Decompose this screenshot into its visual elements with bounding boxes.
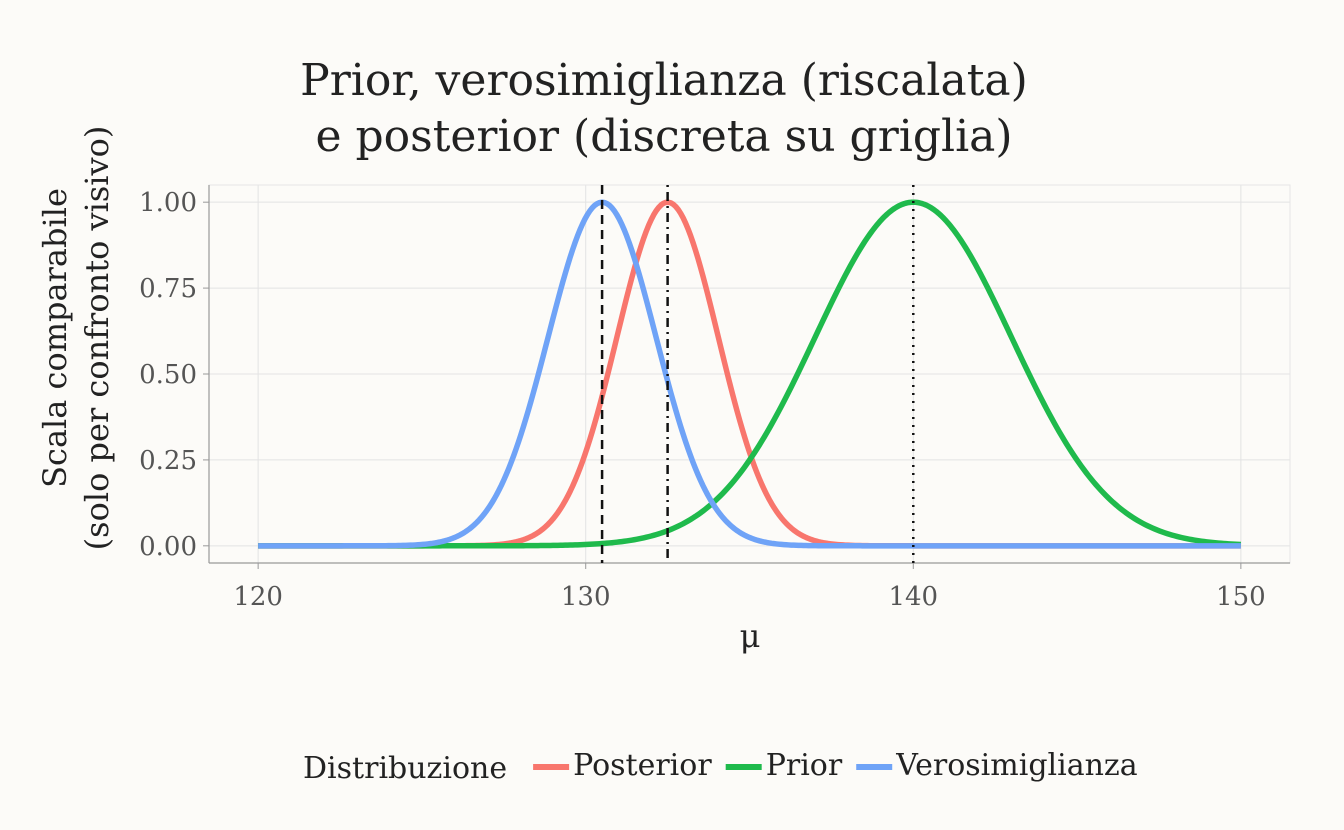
chart-title-line-1: Prior, verosimiglianza (riscalata) <box>300 55 1028 106</box>
plot-area: 0.00 0.25 0.50 0.75 1.00 120 130 140 150 <box>139 184 1291 612</box>
legend-label-prior: Prior <box>766 748 843 783</box>
y-axis-title-line-1: Scala comparabile <box>36 188 74 488</box>
x-tick-label: 140 <box>888 582 938 612</box>
x-axis-title: μ <box>740 617 761 655</box>
y-tick-label: 1.00 <box>139 188 197 218</box>
legend-label-posterior: Posterior <box>573 748 712 783</box>
y-tick-label: 0.00 <box>139 532 197 562</box>
y-tick-label: 0.50 <box>139 360 197 390</box>
x-tick-label: 130 <box>561 582 611 612</box>
y-axis-title-line-2: (solo per confronto visivo) <box>78 126 116 551</box>
x-tick-label: 150 <box>1216 582 1266 612</box>
chart-title-line-2: e posterior (discreta su griglia) <box>315 111 1012 162</box>
legend-label-verosimiglianza: Verosimiglianza <box>895 748 1138 783</box>
y-tick-label: 0.75 <box>139 274 197 304</box>
y-tick-label: 0.25 <box>139 446 197 476</box>
legend-title: Distribuzione <box>303 751 507 786</box>
chart-title: Prior, verosimiglianza (riscalata) e pos… <box>300 55 1028 162</box>
series-line-verosimiglianza <box>257 199 1242 549</box>
y-axis-title: Scala comparabile (solo per confronto vi… <box>36 126 116 551</box>
x-tick-label: 120 <box>233 582 283 612</box>
legend: Distribuzione Posterior Prior Verosimiglia… <box>303 748 1138 786</box>
